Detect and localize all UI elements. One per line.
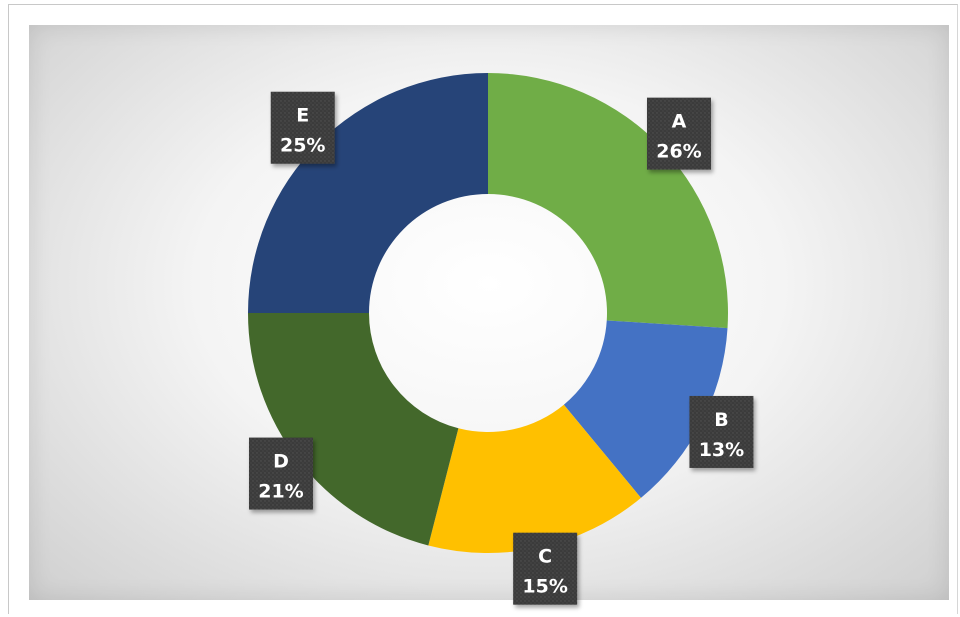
data-label-percent: 21% (258, 481, 303, 503)
data-label-b: B 13% (689, 395, 754, 468)
data-label-c: C 15% (513, 532, 578, 605)
slice-d (248, 313, 459, 546)
data-label-percent: 13% (699, 439, 744, 461)
data-label-a: A 26% (646, 97, 711, 170)
data-label-box (646, 97, 711, 170)
slice-e (248, 73, 488, 313)
data-label-box (248, 437, 313, 510)
data-label-category: B (714, 409, 728, 431)
data-label-percent: 25% (280, 135, 325, 157)
data-label-box (513, 532, 578, 605)
data-label-category: E (296, 105, 309, 127)
data-label-percent: 15% (522, 576, 567, 598)
data-label-d: D 21% (248, 437, 313, 510)
data-label-category: A (672, 111, 687, 133)
slice-c (428, 404, 641, 553)
data-label-box (270, 91, 335, 164)
data-label-e: E 25% (270, 91, 335, 164)
data-label-percent: 26% (656, 141, 701, 163)
slice-b (563, 320, 728, 498)
data-label-category: D (273, 451, 289, 473)
data-label-category: C (538, 546, 552, 568)
data-label-box (689, 395, 754, 468)
slice-a (488, 73, 729, 329)
